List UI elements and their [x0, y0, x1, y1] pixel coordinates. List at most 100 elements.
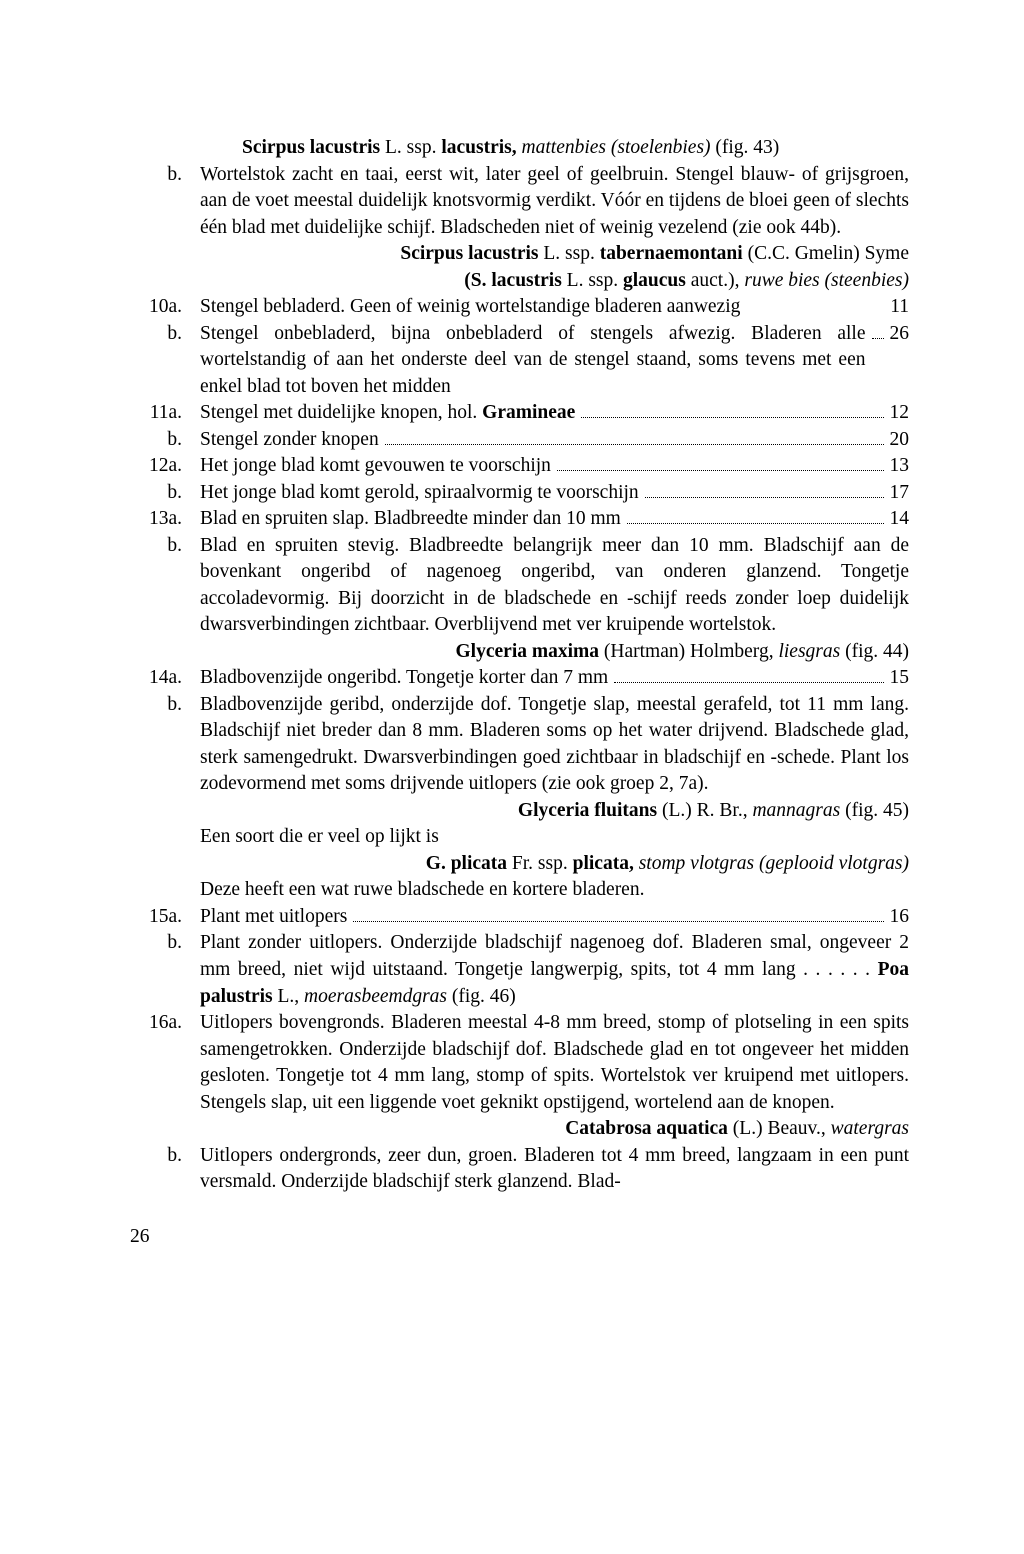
entry-line-with-goto: Plant met uitlopers16: [200, 904, 909, 931]
entry-label: 15a.: [130, 904, 200, 931]
text-segment: liesgras: [778, 641, 845, 662]
key-entry: 15a.Plant met uitlopers16: [130, 904, 909, 931]
goto-number: 15: [890, 665, 910, 692]
key-entry: Catabrosa aquatica (L.) Beauv., watergra…: [130, 1116, 909, 1143]
entry-label: 10a.: [130, 294, 200, 321]
text-segment: Stengel onbebladerd, bijna onbebladerd o…: [200, 323, 866, 397]
entry-line-with-goto: Stengel onbebladerd, bijna onbebladerd o…: [200, 321, 909, 401]
text-segment: Stengel zonder knopen: [200, 429, 379, 450]
entry-content: Stengel bebladerd. Geen of weinig wortel…: [200, 294, 909, 321]
key-entries: Scirpus lacustris L. ssp. lacustris, mat…: [130, 135, 909, 1196]
entry-content: Blad en spruiten slap. Bladbreedte minde…: [200, 506, 909, 533]
entry-label: b.: [130, 1143, 200, 1196]
key-entry: Scirpus lacustris L. ssp. lacustris, mat…: [130, 135, 909, 162]
key-entry: b.Plant zonder uitlopers. Onderzijde bla…: [130, 930, 909, 1010]
text-segment: Het jonge blad komt gerold, spiraalvormi…: [200, 482, 639, 503]
entry-label: b.: [130, 533, 200, 639]
entry-label: [130, 135, 200, 162]
entry-content: Uitlopers ondergronds, zeer dun, groen. …: [200, 1143, 909, 1196]
text-segment: Catabrosa aquatica: [565, 1118, 733, 1139]
entry-line-with-goto: Het jonge blad komt gerold, spiraalvormi…: [200, 480, 909, 507]
text-segment: Een soort die er veel op lijkt is: [200, 826, 439, 847]
text-segment: plicata,: [573, 853, 639, 874]
text-segment: Uitlopers bovengronds. Bladeren meestal …: [200, 1012, 909, 1113]
dot-leader: [581, 417, 883, 418]
key-entry: Een soort die er veel op lijkt is: [130, 824, 909, 851]
text-segment: glaucus: [623, 270, 691, 291]
text-segment: Uitlopers ondergronds, zeer dun, groen. …: [200, 1145, 909, 1193]
key-entry: b.Het jonge blad komt gerold, spiraalvor…: [130, 480, 909, 507]
key-entry: 10a.Stengel bebladerd. Geen of weinig wo…: [130, 294, 909, 321]
key-entry: Glyceria maxima (Hartman) Holmberg, lies…: [130, 639, 909, 666]
dot-leader: [353, 921, 883, 922]
text-segment: mattenbies (stoelenbies): [522, 137, 716, 158]
dot-leader: [385, 444, 884, 445]
text-segment: tabernaemontani: [600, 243, 748, 264]
document-page: Scirpus lacustris L. ssp. lacustris, mat…: [0, 0, 1024, 1310]
entry-text: Blad en spruiten slap. Bladbreedte minde…: [200, 506, 621, 533]
dot-leader: [627, 523, 884, 524]
text-segment: (L.) Beauv.,: [733, 1118, 831, 1139]
text-segment: Fr. ssp.: [512, 853, 573, 874]
entry-text: Stengel met duidelijke knopen, hol. Gram…: [200, 400, 575, 427]
entry-text: Stengel bebladerd. Geen of weinig wortel…: [200, 294, 740, 321]
text-segment: moerasbeemdgras: [304, 986, 452, 1007]
entry-label: 16a.: [130, 1010, 200, 1116]
entry-label: 11a.: [130, 400, 200, 427]
entry-content: Glyceria fluitans (L.) R. Br., mannagras…: [200, 798, 909, 825]
text-segment: lacustris,: [441, 137, 521, 158]
goto-number: 26: [890, 321, 910, 348]
text-segment: (C.C. Gmelin) Syme: [748, 243, 909, 264]
entry-content: Catabrosa aquatica (L.) Beauv., watergra…: [200, 1116, 909, 1143]
dot-leader: [645, 497, 884, 498]
text-segment: (S. lacustris: [464, 270, 566, 291]
entry-content: Scirpus lacustris L. ssp. lacustris, mat…: [200, 135, 909, 162]
entry-label: b.: [130, 162, 200, 242]
entry-text: Het jonge blad komt gevouwen te voorschi…: [200, 453, 551, 480]
text-segment: auct.),: [691, 270, 745, 291]
entry-label: [130, 798, 200, 825]
entry-label: [130, 824, 200, 851]
text-segment: G. plicata: [426, 853, 512, 874]
text-segment: (fig. 46): [452, 986, 516, 1007]
entry-label: b.: [130, 480, 200, 507]
text-segment: Bladbovenzijde geribd, onderzijde dof. T…: [200, 694, 909, 795]
text-segment: mannagras: [752, 800, 845, 821]
key-entry: G. plicata Fr. ssp. plicata, stomp vlotg…: [130, 851, 909, 878]
entry-label: [130, 241, 200, 268]
key-entry: b.Uitlopers ondergronds, zeer dun, groen…: [130, 1143, 909, 1196]
text-segment: watergras: [831, 1118, 909, 1139]
key-entry: b.Blad en spruiten stevig. Bladbreedte b…: [130, 533, 909, 639]
text-segment: Stengel bebladerd. Geen of weinig wortel…: [200, 296, 740, 317]
page-number: 26: [130, 1224, 909, 1251]
entry-content: Deze heeft een wat ruwe bladschede en ko…: [200, 877, 909, 904]
entry-content: Plant met uitlopers16: [200, 904, 909, 931]
text-segment: Scirpus lacustris: [400, 243, 543, 264]
entry-label: b.: [130, 692, 200, 798]
entry-label: [130, 268, 200, 295]
goto-number: 20: [890, 427, 910, 454]
entry-text: Plant met uitlopers: [200, 904, 347, 931]
entry-content: Uitlopers bovengronds. Bladeren meestal …: [200, 1010, 909, 1116]
entry-label: b.: [130, 427, 200, 454]
key-entry: 13a.Blad en spruiten slap. Bladbreedte m…: [130, 506, 909, 533]
text-segment: (L.) R. Br.,: [662, 800, 752, 821]
text-segment: (fig. 45): [845, 800, 909, 821]
entry-label: b.: [130, 930, 200, 1010]
entry-text: Stengel onbebladerd, bijna onbebladerd o…: [200, 321, 866, 401]
entry-content: Stengel onbebladerd, bijna onbebladerd o…: [200, 321, 909, 401]
key-entry: b.Wortelstok zacht en taai, eerst wit, l…: [130, 162, 909, 242]
entry-text: Het jonge blad komt gerold, spiraalvormi…: [200, 480, 639, 507]
key-entry: Scirpus lacustris L. ssp. tabernaemontan…: [130, 241, 909, 268]
text-segment: L.,: [277, 986, 304, 1007]
entry-content: Glyceria maxima (Hartman) Holmberg, lies…: [200, 639, 909, 666]
entry-label: 14a.: [130, 665, 200, 692]
text-segment: (Hartman) Holmberg,: [604, 641, 779, 662]
entry-content: Bladbovenzijde ongeribd. Tongetje korter…: [200, 665, 909, 692]
key-entry: Deze heeft een wat ruwe bladschede en ko…: [130, 877, 909, 904]
entry-label: [130, 1116, 200, 1143]
entry-line-with-goto: Stengel met duidelijke knopen, hol. Gram…: [200, 400, 909, 427]
text-segment: ruwe bies (steenbies): [744, 270, 909, 291]
entry-text: Bladbovenzijde ongeribd. Tongetje korter…: [200, 665, 608, 692]
entry-line-with-goto: Bladbovenzijde ongeribd. Tongetje korter…: [200, 665, 909, 692]
